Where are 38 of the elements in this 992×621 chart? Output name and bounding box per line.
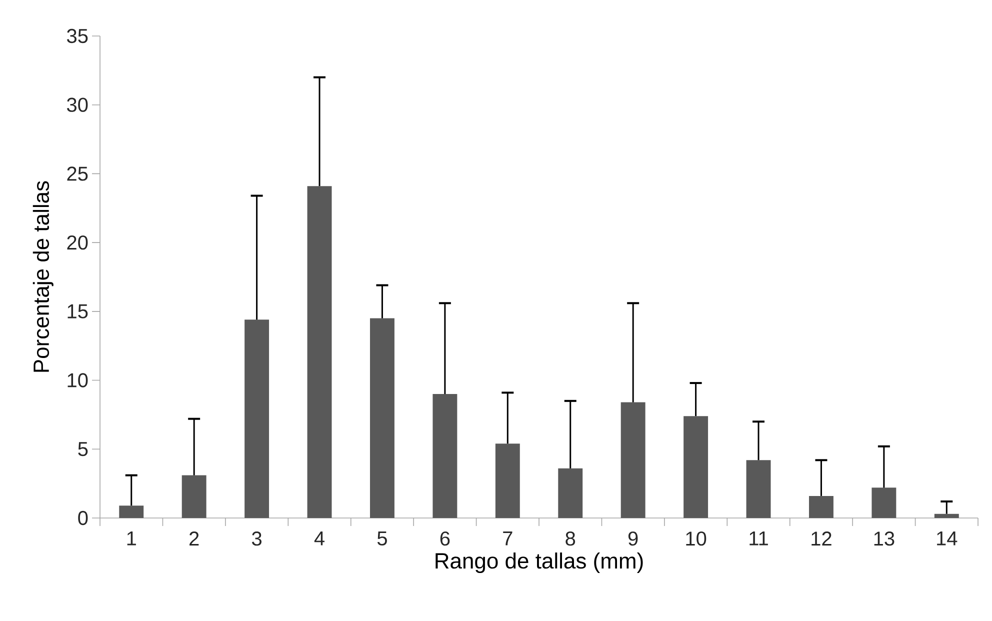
x-tick-label: 10 <box>686 532 706 546</box>
x-tick-label: 12 <box>812 532 832 546</box>
x-tick-label: 4 <box>314 532 324 546</box>
x-tick-label: 5 <box>377 532 387 546</box>
x-tick-label: 13 <box>874 532 894 546</box>
x-tick-label: 7 <box>503 532 512 546</box>
x-tick-label: 9 <box>628 532 638 546</box>
bar <box>746 460 771 518</box>
y-tick-label: 5 <box>78 442 88 456</box>
bar <box>370 318 394 518</box>
bar <box>119 506 144 518</box>
bar <box>934 514 959 518</box>
x-tick-label: 3 <box>252 532 262 546</box>
y-tick-label: 20 <box>67 235 88 250</box>
y-tick-label: 15 <box>68 304 88 318</box>
x-tick-label: 8 <box>566 532 576 546</box>
y-tick-label: 25 <box>67 166 88 181</box>
bar <box>307 186 332 518</box>
bar <box>244 320 270 518</box>
y-axis-title: Porcentaje de tallas <box>32 181 54 372</box>
x-tick-label: 2 <box>190 532 199 546</box>
bar <box>432 394 458 518</box>
y-tick-label: 10 <box>68 373 88 388</box>
x-tick-label: 6 <box>440 532 450 546</box>
bar <box>684 416 708 518</box>
y-tick-label: 30 <box>67 98 88 112</box>
x-tick-label: 14 <box>937 532 958 546</box>
bar <box>872 488 896 518</box>
x-tick-label: 11 <box>750 532 768 546</box>
x-tick-label: 1 <box>127 532 136 546</box>
y-tick-label: 35 <box>67 28 88 44</box>
bar <box>182 475 206 518</box>
x-axis-title: Rango de tallas (mm) <box>436 552 643 574</box>
bar <box>620 402 646 518</box>
bar <box>808 496 834 518</box>
bar <box>558 468 583 518</box>
y-tick-label: 0 <box>78 510 88 526</box>
bar <box>495 444 520 518</box>
